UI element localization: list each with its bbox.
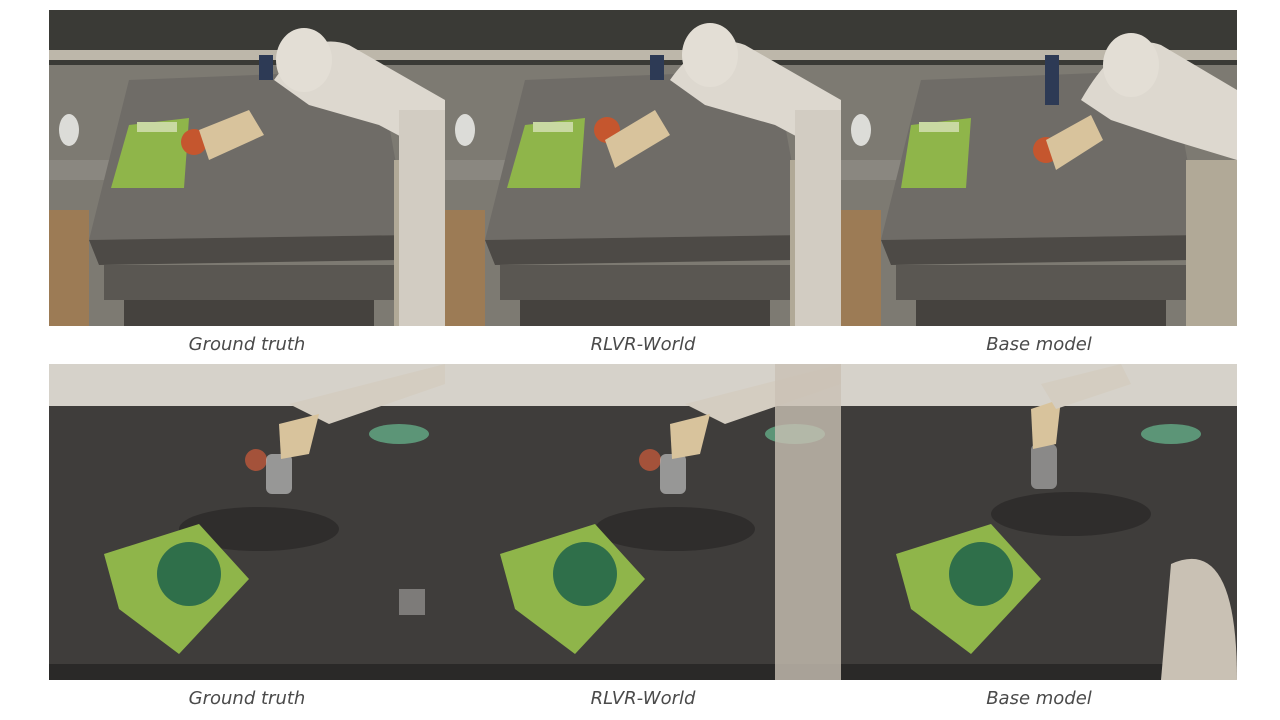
caption-rlvr-world: RLVR-World xyxy=(590,688,696,709)
video-frame-rlvr-world-1 xyxy=(445,10,841,326)
table-scene-image xyxy=(445,364,841,680)
video-frame-rlvr-world-2 xyxy=(445,364,841,680)
frames-row-2 xyxy=(49,364,1237,680)
video-frame-base-model-2 xyxy=(841,364,1237,680)
frames-row-1 xyxy=(49,10,1237,326)
kitchen-scene-image xyxy=(49,10,445,326)
captions-row-1: Ground truth RLVR-World Base model xyxy=(49,326,1237,364)
table-scene-image xyxy=(49,364,445,680)
caption-base-model: Base model xyxy=(986,334,1092,355)
comparison-grid: Ground truth RLVR-World Base model xyxy=(49,10,1237,718)
table-scene-image xyxy=(841,364,1237,680)
caption-ground-truth: Ground truth xyxy=(188,334,306,355)
video-frame-ground-truth-1 xyxy=(49,10,445,326)
kitchen-scene-image xyxy=(445,10,841,326)
video-frame-base-model-1 xyxy=(841,10,1237,326)
kitchen-scene-image xyxy=(841,10,1237,326)
captions-row-2: Ground truth RLVR-World Base model xyxy=(49,680,1237,718)
video-frame-ground-truth-2 xyxy=(49,364,445,680)
caption-rlvr-world: RLVR-World xyxy=(590,334,696,355)
caption-base-model: Base model xyxy=(986,688,1092,709)
caption-ground-truth: Ground truth xyxy=(188,688,306,709)
